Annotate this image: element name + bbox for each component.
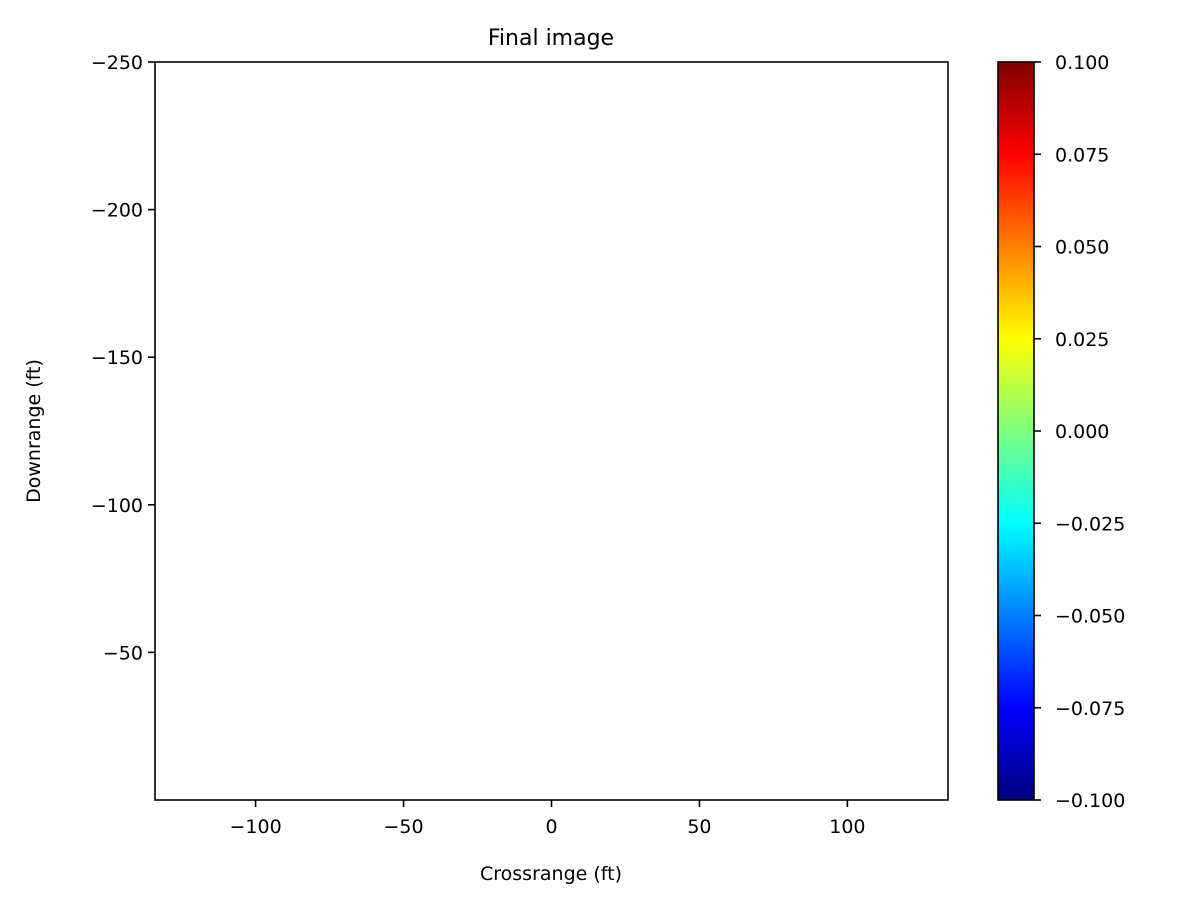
y-tick-label: −50 — [103, 642, 143, 664]
y-axis-label: Downrange (ft) — [23, 359, 45, 503]
x-tick-label: 100 — [829, 816, 865, 838]
y-axis: −250 −200 −150 −100 −50 — [91, 52, 155, 664]
x-axis-label: Crossrange (ft) — [480, 863, 622, 885]
x-tick-label: −100 — [230, 816, 282, 838]
colorbar-tick-label: −0.100 — [1055, 790, 1125, 812]
y-tick-label: −150 — [91, 347, 143, 369]
y-tick-label: −200 — [91, 200, 143, 222]
colorbar-tick-label: 0.000 — [1055, 421, 1109, 443]
x-tick-label: −50 — [383, 816, 423, 838]
colorbar-gradient — [998, 62, 1034, 800]
x-axis: −100 −50 0 50 100 — [230, 800, 866, 838]
chart-title: Final image — [488, 26, 614, 51]
x-tick-label: 0 — [545, 816, 557, 838]
colorbar-tick-label: −0.075 — [1055, 698, 1125, 720]
colorbar-tick-label: 0.100 — [1055, 52, 1109, 74]
x-tick-label: 50 — [687, 816, 711, 838]
colorbar-tick-label: 0.025 — [1055, 329, 1109, 351]
colorbar-tick-label: −0.050 — [1055, 606, 1125, 628]
colorbar-axis: −0.100 −0.075 −0.050 −0.025 0.000 0.025 0.050 0… — [1034, 52, 1125, 812]
plot-area — [155, 62, 948, 800]
y-tick-label: −250 — [91, 52, 143, 74]
colorbar-tick-label: 0.075 — [1055, 144, 1109, 166]
y-tick-label: −100 — [91, 495, 143, 517]
colorbar-tick-label: 0.050 — [1055, 237, 1109, 259]
colorbar-tick-label: −0.025 — [1055, 513, 1125, 535]
